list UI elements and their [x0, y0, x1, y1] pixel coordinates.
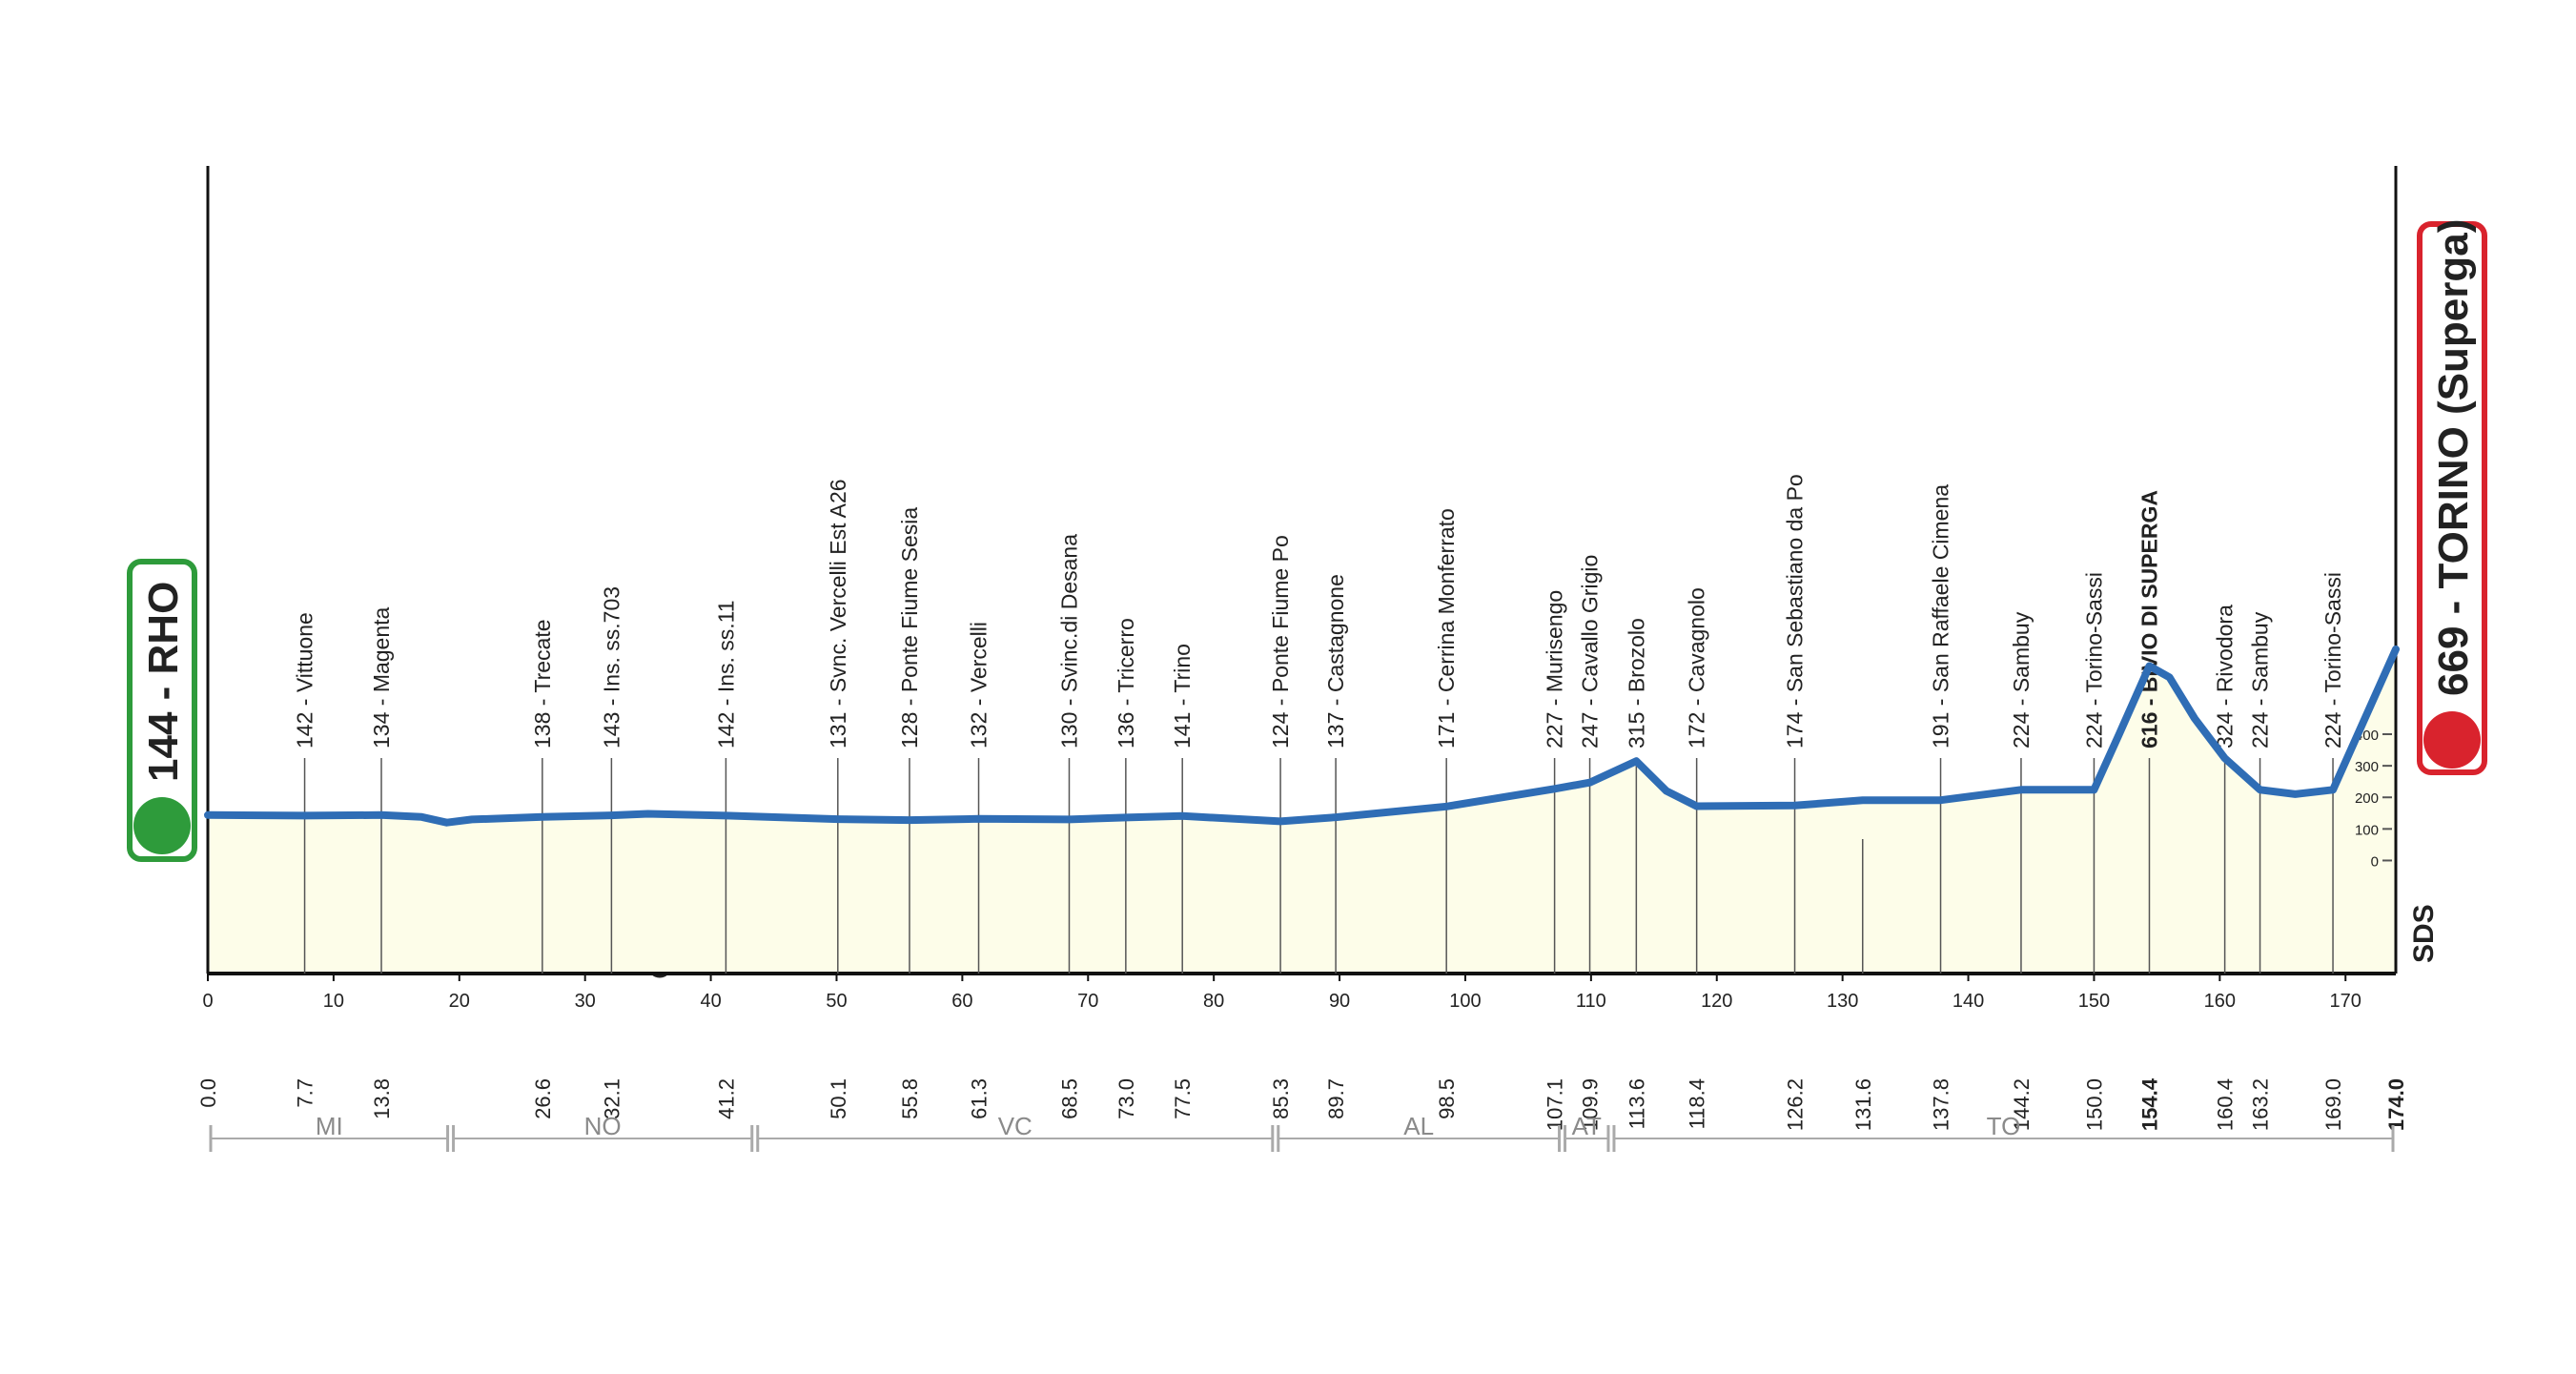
profile-line [204, 645, 2400, 827]
waypoint-label: 138 - Trecate [530, 619, 555, 749]
x-tick-label: 140 [1952, 991, 1984, 1012]
waypoint-km: 137.8 [1930, 1078, 1953, 1131]
waypoint-label: 141 - Trino [1170, 644, 1195, 749]
waypoint-label: 227 - Murisengo [1543, 590, 1567, 749]
waypoint-label: 137 - Castagnone [1323, 574, 1348, 749]
x-tick-label: 80 [1203, 991, 1224, 1012]
x-tick-label: 170 [2330, 991, 2361, 1012]
start-icon [133, 797, 191, 854]
waypoint-km: 144.2 [2010, 1078, 2034, 1131]
waypoint-km: 109.9 [1579, 1078, 1603, 1131]
start-badge: 144 - RHO [127, 559, 197, 862]
region-label: AL [1403, 1112, 1434, 1140]
waypoint-label: 224 - Sambuy [2248, 611, 2273, 749]
x-tick-label: 90 [1329, 991, 1350, 1012]
waypoint-km: 13.8 [370, 1078, 394, 1119]
waypoint-label: 172 - Cavagnolo [1685, 587, 1709, 749]
waypoint-label: 191 - San Raffaele Cimena [1929, 484, 1953, 749]
waypoint-label: 224 - Torino-Sassi [2081, 572, 2106, 749]
waypoint-label: 224 - Sambuy [2009, 611, 2034, 749]
x-tick-label: 50 [826, 991, 847, 1012]
region-label: MI [316, 1112, 343, 1140]
finish-icon [2423, 711, 2481, 769]
x-tick-label: 70 [1077, 991, 1098, 1012]
x-tick-label: 130 [1827, 991, 1858, 1012]
waypoint-km: 169.0 [2321, 1078, 2345, 1131]
waypoint-km: 113.6 [1625, 1078, 1648, 1129]
waypoint-label: 616 - BIVIO DI SUPERGA [2136, 490, 2161, 749]
x-tick-label: 30 [575, 991, 596, 1012]
waypoint-km: 32.1 [600, 1078, 624, 1119]
waypoint-label: 315 - Brozolo [1624, 618, 1648, 749]
start-label: 144 - RHO [140, 582, 187, 782]
region-label: VC [998, 1112, 1032, 1140]
x-tick-label: 60 [951, 991, 972, 1012]
start-badge-frame [127, 559, 197, 862]
waypoint-km: 73.0 [1114, 1078, 1138, 1119]
x-tick-label: 20 [449, 991, 470, 1012]
waypoint-km: 26.6 [531, 1078, 555, 1119]
waypoint-label: 128 - Ponte Fiume Sesia [897, 507, 922, 749]
x-tick-label: 0 [202, 991, 213, 1012]
region-label: TO [1987, 1112, 2021, 1140]
waypoint-km: 55.8 [898, 1078, 922, 1119]
x-tick-label: 110 [1576, 991, 1606, 1012]
x-tick-label: 150 [2078, 991, 2110, 1012]
x-tick-label: 160 [2204, 991, 2236, 1012]
waypoint-km: 118.4 [1686, 1078, 1709, 1129]
waypoint-label: 124 - Ponte Fiume Po [1268, 535, 1293, 749]
waypoint-label: 224 - Torino-Sassi [2320, 572, 2345, 749]
waypoint-label: 142 - Ins. ss.11 [713, 600, 738, 749]
waypoint-km: 41.2 [714, 1078, 738, 1119]
x-tick-label: 100 [1449, 991, 1481, 1012]
waypoint-label: 247 - Cavallo Grigio [1578, 555, 1603, 749]
waypoint-km: 0.0 [196, 1078, 220, 1108]
waypoint-label: 142 - Vittuone [293, 612, 317, 749]
waypoint-km: 107.1 [1544, 1078, 1567, 1131]
waypoint-km: 7.7 [294, 1078, 317, 1108]
waypoint-km: 150.0 [2082, 1078, 2106, 1131]
waypoint-km: 174.0 [2384, 1078, 2408, 1131]
waypoint-label: 132 - Vercelli [967, 622, 992, 749]
waypoint-label: 143 - Ins. ss.703 [599, 586, 624, 749]
finish-badge-frame [2417, 221, 2487, 775]
waypoint-km: 77.5 [1171, 1078, 1195, 1119]
finish-badge: 669 - TORINO (Superga) [2417, 219, 2487, 775]
x-tick-label: 120 [1701, 991, 1732, 1012]
waypoint-km: 154.4 [2137, 1077, 2161, 1131]
waypoint-km: 68.5 [1057, 1078, 1081, 1119]
y-tick-label: 0 [2371, 853, 2379, 870]
finish-label: 669 - TORINO (Superga) [2430, 219, 2477, 696]
waypoint-km: 61.3 [968, 1078, 992, 1119]
profile-area [208, 648, 2396, 974]
region-label: NO [584, 1112, 622, 1140]
waypoint-label: 134 - Magenta [369, 606, 394, 749]
waypoint-label: 171 - Cerrina Monferrato [1434, 508, 1459, 749]
waypoint-label: 324 - Rivodora [2213, 605, 2238, 749]
waypoint-km: 85.3 [1269, 1078, 1293, 1119]
waypoint-km: 126.2 [1784, 1078, 1808, 1131]
waypoint-km: 131.6 [1851, 1078, 1875, 1131]
waypoint-label: 130 - Svinc.di Desana [1056, 534, 1081, 749]
waypoint-km: 160.4 [2214, 1078, 2238, 1131]
waypoint-km: 163.2 [2249, 1078, 2273, 1131]
logo: SDS [2408, 904, 2440, 963]
waypoint-label: 174 - San Sebastiano da Po [1783, 474, 1808, 749]
waypoint-km: 89.7 [1324, 1078, 1348, 1119]
y-tick-label: 200 [2355, 790, 2379, 807]
waypoint-km: 50.1 [827, 1078, 850, 1119]
y-tick-label: 300 [2355, 759, 2379, 775]
y-tick-label: 100 [2355, 822, 2379, 838]
waypoint-label: 131 - Svnc. Vercelli Est A26 [826, 479, 850, 749]
x-tick-label: 10 [323, 991, 344, 1012]
region-label: AT [1572, 1112, 1602, 1140]
waypoint-label: 136 - Tricerro [1114, 618, 1138, 749]
waypoint-km: 98.5 [1435, 1078, 1459, 1119]
x-tick-label: 40 [700, 991, 721, 1012]
